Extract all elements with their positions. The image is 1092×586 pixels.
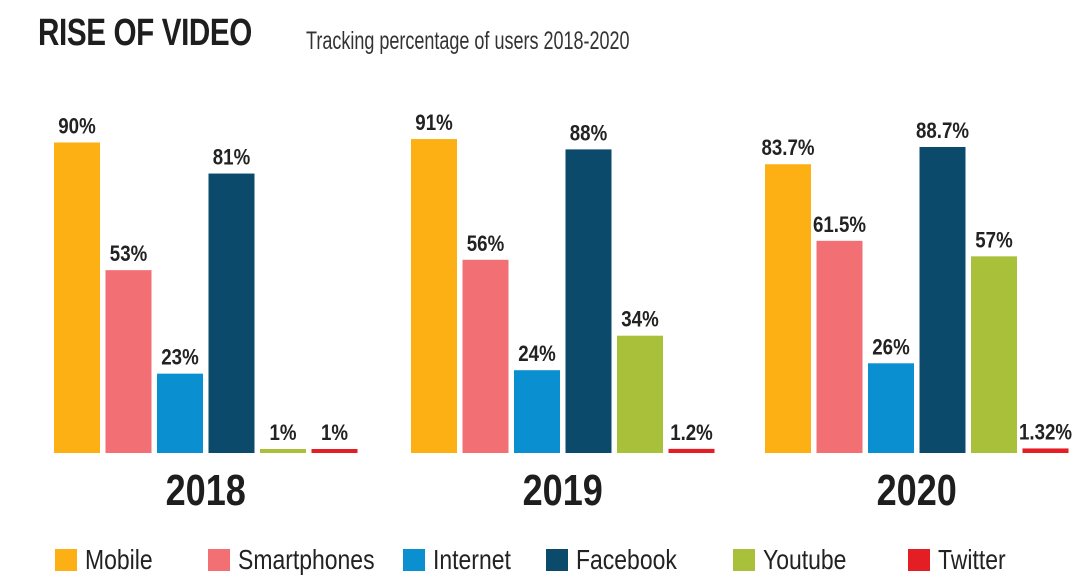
bar-smartphones-2020 <box>816 240 863 453</box>
bar-smartphones-2019 <box>462 259 509 453</box>
legend-item-smartphones: Smartphones <box>208 540 405 580</box>
bar-youtube-2019 <box>617 335 663 453</box>
data-label-twitter-2019: 1.2% <box>670 422 713 446</box>
data-label-mobile-2018: 90% <box>58 115 95 139</box>
bar-youtube-2018 <box>260 449 306 453</box>
data-label-facebook-2018: 81% <box>213 146 250 170</box>
data-label-facebook-2020: 88.7% <box>916 120 969 144</box>
bar-facebook-2020 <box>919 146 966 454</box>
category-label-2018: 2018 <box>166 466 246 515</box>
chart-subtitle: Tracking percentage of users 2018-2020 <box>306 27 630 55</box>
legend-label-mobile: Mobile <box>85 544 153 575</box>
legend-swatch-internet <box>403 549 425 571</box>
data-label-facebook-2019: 88% <box>570 122 607 146</box>
data-label-internet-2020: 26% <box>872 336 909 360</box>
legend-swatch-twitter <box>908 549 930 571</box>
data-label-smartphones-2019: 56% <box>467 232 504 256</box>
bar-chart: 90% 53% 23% 81% 1% 1% 2018 91% 56% 24% 88% 34% 1.2% 2… <box>54 112 1072 515</box>
bar-mobile-2018 <box>54 142 100 453</box>
chart-title: RISE OF VIDEO <box>38 12 252 54</box>
category-label-2020: 2020 <box>877 466 957 515</box>
legend-label-youtube: Youtube <box>763 544 847 575</box>
legend-swatch-mobile <box>55 549 77 571</box>
data-label-internet-2019: 24% <box>518 343 555 367</box>
data-label-smartphones-2020: 61.5% <box>813 214 866 238</box>
legend-item-facebook: Facebook <box>546 540 699 580</box>
data-label-twitter-2018: 1% <box>321 422 348 446</box>
bar-mobile-2019 <box>411 139 457 454</box>
bar-facebook-2018 <box>208 173 255 454</box>
data-label-smartphones-2018: 53% <box>110 243 147 267</box>
bar-internet-2018 <box>157 373 203 453</box>
bar-twitter-2020 <box>1022 448 1069 453</box>
bar-youtube-2020 <box>971 256 1017 453</box>
bar-internet-2020 <box>868 363 914 453</box>
legend-swatch-youtube <box>733 549 755 571</box>
bar-mobile-2020 <box>765 164 811 454</box>
legend-swatch-facebook <box>546 549 568 571</box>
legend-label-twitter: Twitter <box>938 544 1006 575</box>
legend-item-twitter: Twitter <box>908 540 1020 580</box>
data-label-youtube-2020: 57% <box>975 229 1012 253</box>
legend: Mobile Smartphones Internet Facebook Youtube… <box>50 540 1090 580</box>
data-label-internet-2018: 23% <box>161 346 198 370</box>
legend-label-smartphones: Smartphones <box>238 544 375 575</box>
legend-label-internet: Internet <box>433 544 511 575</box>
category-label-2019: 2019 <box>523 466 603 515</box>
data-label-mobile-2019: 91% <box>415 112 452 136</box>
legend-label-facebook: Facebook <box>576 544 677 575</box>
legend-item-youtube: Youtube <box>733 540 865 580</box>
bar-facebook-2019 <box>565 149 612 453</box>
legend-item-internet: Internet <box>403 540 528 580</box>
bar-smartphones-2018 <box>105 270 152 453</box>
data-label-youtube-2019: 34% <box>621 308 658 332</box>
legend-item-mobile: Mobile <box>55 540 167 580</box>
data-label-youtube-2018: 1% <box>269 422 296 446</box>
bar-internet-2019 <box>514 370 560 453</box>
data-label-mobile-2020: 83.7% <box>761 137 814 161</box>
data-label-twitter-2020: 1.32% <box>1019 421 1072 445</box>
bar-twitter-2018 <box>311 449 358 453</box>
legend-swatch-smartphones <box>208 549 230 571</box>
bar-twitter-2019 <box>668 448 715 453</box>
